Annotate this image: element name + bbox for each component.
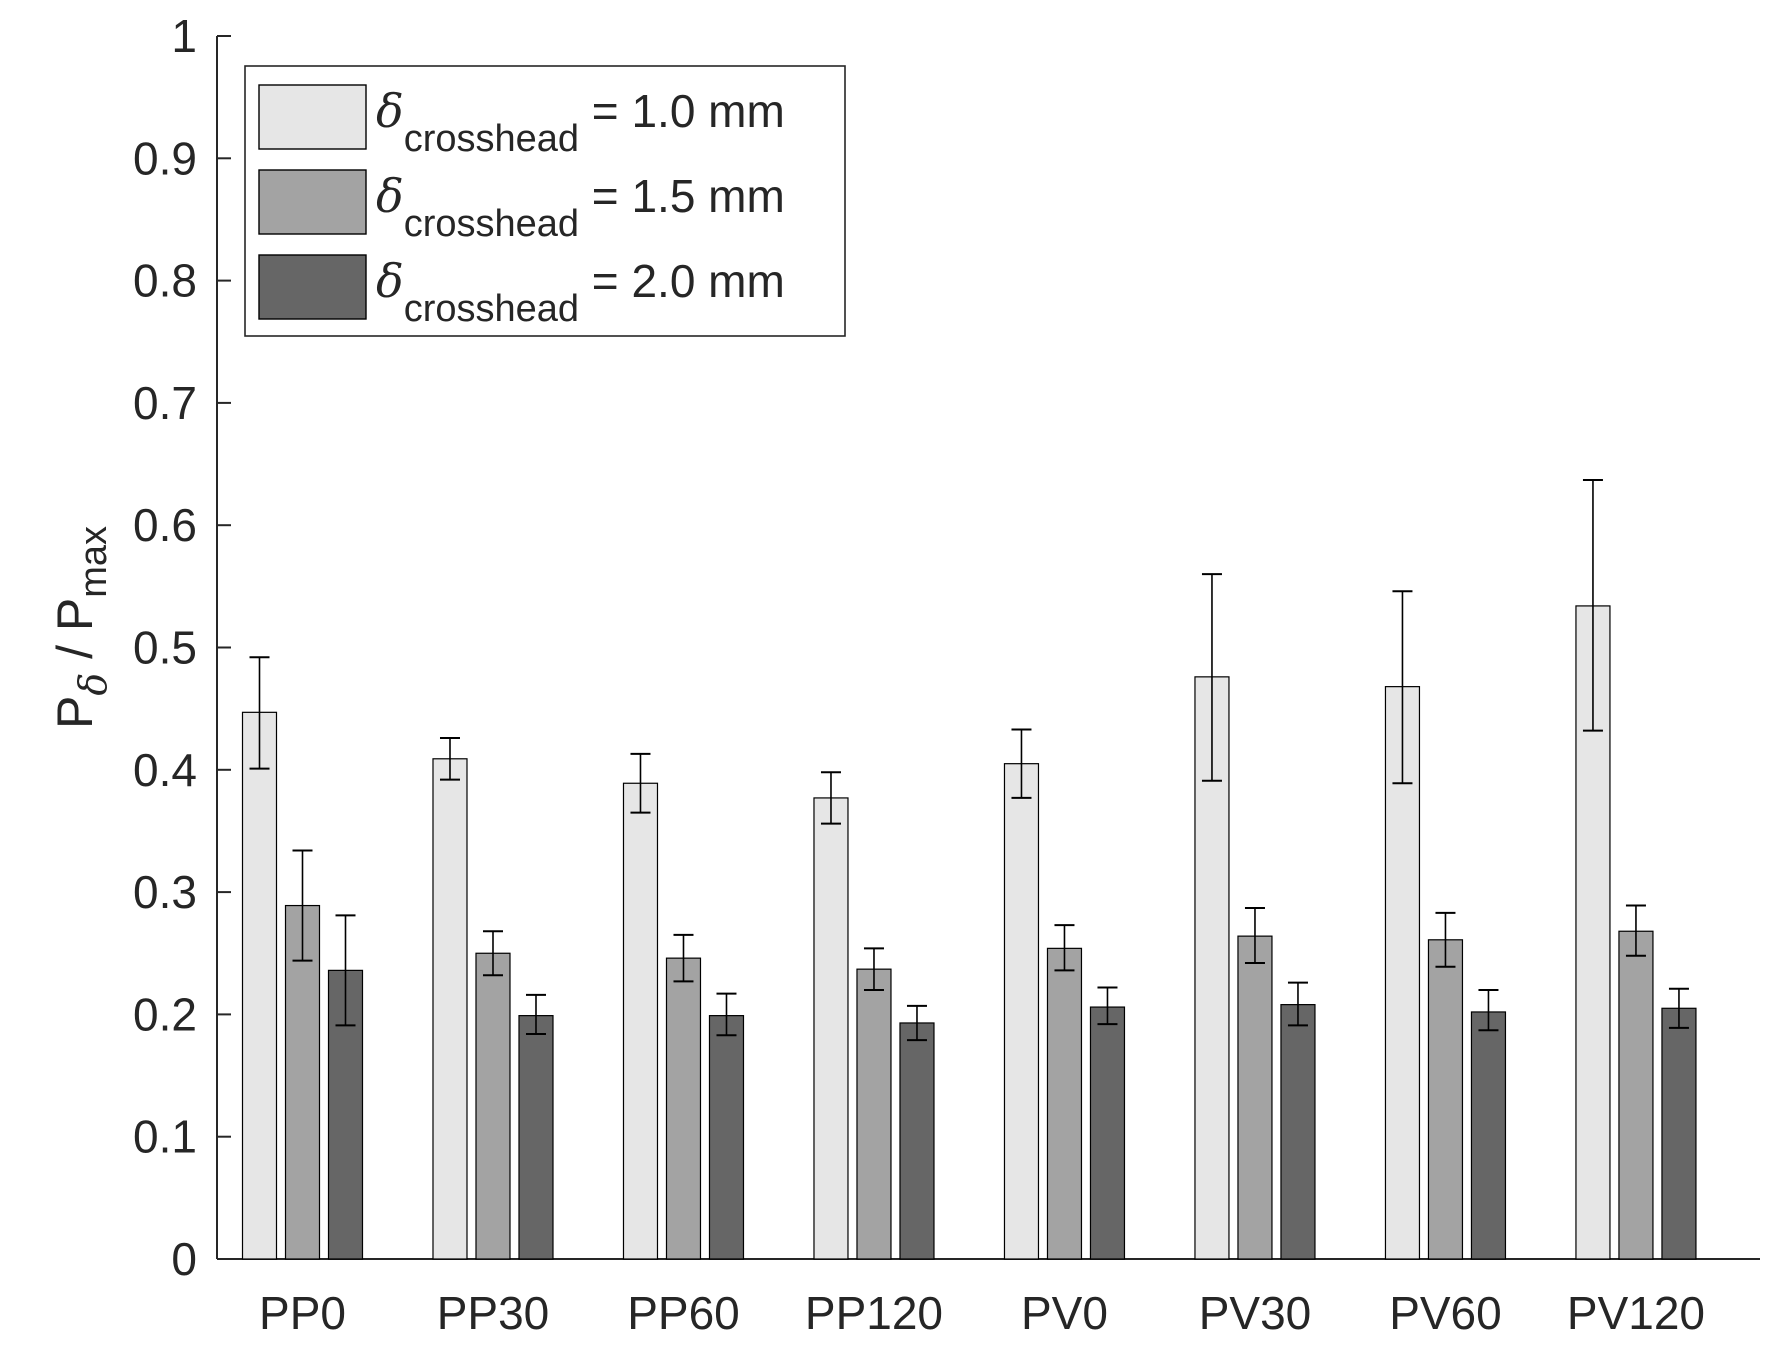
- error-bar: [1668, 987, 1689, 1029]
- bar: [856, 968, 892, 1260]
- legend-swatch: [258, 169, 367, 235]
- bar: [1237, 935, 1273, 1260]
- error-bar: [292, 849, 313, 962]
- y-tick-label: 0.8: [133, 255, 197, 307]
- y-tick-label: 1: [171, 10, 197, 62]
- bar: [899, 1022, 935, 1260]
- legend-item: δcrosshead = 1.0 mm: [258, 84, 785, 160]
- bar: [665, 957, 702, 1260]
- y-tick-label: 0.1: [133, 1111, 197, 1163]
- x-axis: PP0 PP30 PP60 PP120 PV0 PV30 PV60 PV120: [217, 1258, 1760, 1339]
- y-tick-label: 0.6: [133, 499, 197, 551]
- bar: [1089, 1006, 1126, 1260]
- legend-item: δcrosshead = 1.5 mm: [258, 169, 785, 245]
- x-tick-label: PV30: [1199, 1287, 1312, 1339]
- bar: [327, 969, 364, 1260]
- error-bar: [335, 914, 356, 1027]
- y-tick-label: 0.7: [133, 377, 197, 429]
- y-tick-label: 0: [171, 1233, 197, 1285]
- error-bar: [1054, 924, 1075, 972]
- y-axis-label: Pδ / Pmax: [47, 526, 115, 729]
- legend-swatch: [258, 254, 367, 320]
- error-bar: [1244, 906, 1265, 965]
- bar: [1003, 763, 1040, 1260]
- bar: [1618, 930, 1654, 1260]
- error-bar: [1011, 728, 1032, 799]
- legend-label: δcrosshead = 1.5 mm: [376, 169, 785, 245]
- bar: [284, 904, 321, 1260]
- bar: [241, 711, 278, 1260]
- error-bar: [1435, 911, 1456, 968]
- legend-label: δcrosshead = 1.0 mm: [376, 84, 785, 160]
- bar: [1470, 1011, 1507, 1260]
- error-bar: [716, 992, 737, 1037]
- bar: [622, 782, 659, 1260]
- y-tick-label: 0.4: [133, 744, 197, 796]
- x-tick-label: PP0: [259, 1287, 346, 1339]
- error-bar: [906, 1004, 927, 1042]
- error-bar: [630, 752, 651, 814]
- error-bar: [439, 737, 460, 781]
- error-bar: [1625, 904, 1646, 957]
- error-bar: [1287, 981, 1308, 1027]
- error-bar: [1097, 986, 1118, 1026]
- bar: [813, 797, 849, 1260]
- x-tick-label: PP120: [805, 1287, 943, 1339]
- bar: [518, 1015, 554, 1260]
- error-bar: [525, 993, 546, 1035]
- x-tick-label: PP30: [437, 1287, 550, 1339]
- error-bar: [673, 933, 694, 983]
- x-tick-label: PV120: [1567, 1287, 1705, 1339]
- error-bar: [249, 656, 270, 770]
- bar: [1046, 947, 1083, 1260]
- error-bar: [1392, 590, 1413, 785]
- bar: [1280, 1004, 1316, 1260]
- legend-item: δcrosshead = 2.0 mm: [258, 254, 785, 330]
- bar: [432, 758, 468, 1260]
- error-bar: [482, 930, 503, 977]
- legend-label: δcrosshead = 2.0 mm: [376, 254, 785, 330]
- y-axis: 0 0.1 0.2 0.3 0.4 0.5 0.6 0.7 0.8 0.9 1: [133, 10, 231, 1285]
- y-tick-label: 0.9: [133, 132, 197, 184]
- bar: [1427, 939, 1464, 1260]
- error-bar: [1201, 573, 1222, 782]
- error-bars: [249, 478, 1689, 1042]
- error-bar: [1478, 988, 1499, 1032]
- error-bar: [863, 947, 884, 991]
- y-tick-label: 0.3: [133, 866, 197, 918]
- x-tick-label: PP60: [627, 1287, 740, 1339]
- y-tick-label: 0.5: [133, 622, 197, 674]
- bar: [475, 952, 511, 1260]
- bar: [1661, 1007, 1697, 1260]
- legend-swatch: [258, 84, 367, 150]
- error-bar: [1582, 478, 1603, 732]
- svg-text:Pδ / Pmax: Pδ / Pmax: [47, 526, 115, 729]
- bars: [241, 605, 1697, 1260]
- x-tick-label: PV60: [1389, 1287, 1502, 1339]
- x-tick-label: PV0: [1021, 1287, 1108, 1339]
- y-tick-label: 0.2: [133, 988, 197, 1040]
- error-bar: [820, 771, 841, 825]
- legend: δcrosshead = 1.0 mm δcrosshead = 1.5 mm δc…: [244, 65, 846, 337]
- bar: [708, 1015, 745, 1260]
